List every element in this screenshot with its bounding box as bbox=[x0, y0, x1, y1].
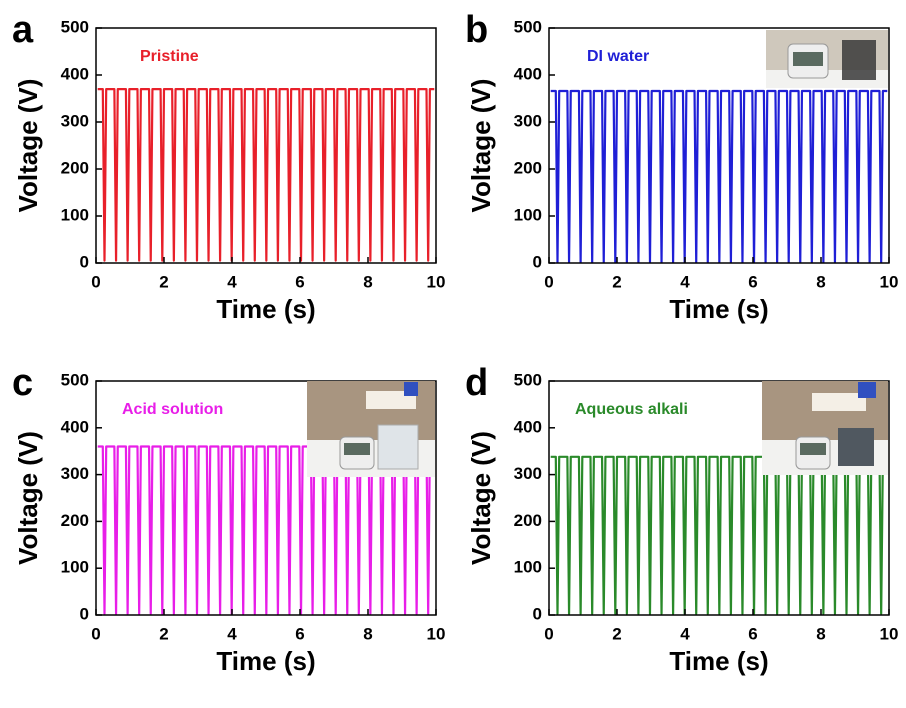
x-tick-label: 2 bbox=[159, 272, 168, 291]
y-tick-label: 0 bbox=[533, 604, 542, 623]
data-line bbox=[97, 445, 435, 615]
y-tick-label: 0 bbox=[533, 252, 542, 271]
x-tick-label: 4 bbox=[680, 624, 690, 643]
y-tick-label: 300 bbox=[61, 464, 89, 483]
x-tick-label: 0 bbox=[544, 624, 553, 643]
x-tick-label: 6 bbox=[295, 272, 304, 291]
x-tick-label: 6 bbox=[748, 624, 757, 643]
series-label: Pristine bbox=[140, 48, 199, 65]
series-label: Acid solution bbox=[122, 401, 223, 418]
x-tick-label: 4 bbox=[227, 624, 237, 643]
x-tick-label: 8 bbox=[816, 624, 825, 643]
series-label: Aqueous alkali bbox=[575, 401, 688, 418]
x-axis-label: Time (s) bbox=[669, 294, 768, 324]
y-tick-label: 500 bbox=[514, 370, 542, 389]
x-axis-label: Time (s) bbox=[669, 646, 768, 676]
axes-frame bbox=[548, 380, 890, 616]
x-tick-label: 10 bbox=[880, 624, 899, 643]
data-line bbox=[550, 455, 888, 615]
y-axis-label: Voltage (V) bbox=[466, 79, 496, 213]
y-tick-label: 400 bbox=[514, 417, 542, 436]
y-axis-label: Voltage (V) bbox=[466, 431, 496, 565]
y-tick-label: 200 bbox=[61, 158, 89, 177]
x-tick-label: 8 bbox=[363, 624, 372, 643]
inset-photo bbox=[762, 381, 888, 475]
data-line bbox=[97, 88, 435, 262]
panel-letter: d bbox=[465, 362, 488, 404]
x-tick-label: 0 bbox=[91, 272, 100, 291]
x-tick-label: 0 bbox=[91, 624, 100, 643]
axes-frame bbox=[95, 380, 437, 616]
axes-frame bbox=[95, 27, 437, 264]
panel-letter: b bbox=[465, 9, 488, 51]
y-tick-label: 500 bbox=[514, 17, 542, 36]
plot-area bbox=[97, 445, 435, 615]
panel-letter: c bbox=[12, 362, 33, 404]
plot-area bbox=[97, 88, 435, 262]
plot-area bbox=[550, 89, 888, 263]
x-tick-label: 4 bbox=[680, 272, 690, 291]
x-tick-label: 10 bbox=[427, 624, 446, 643]
y-tick-label: 400 bbox=[61, 64, 89, 83]
y-tick-label: 100 bbox=[514, 205, 542, 224]
data-line bbox=[550, 89, 888, 263]
y-tick-label: 200 bbox=[514, 158, 542, 177]
x-tick-label: 10 bbox=[427, 272, 446, 291]
x-axis-label: Time (s) bbox=[216, 294, 315, 324]
x-tick-label: 0 bbox=[544, 272, 553, 291]
panel-letter: a bbox=[12, 9, 34, 51]
x-tick-label: 8 bbox=[816, 272, 825, 291]
x-axis-label: Time (s) bbox=[216, 646, 315, 676]
y-tick-label: 400 bbox=[61, 417, 89, 436]
axes-frame bbox=[548, 27, 890, 264]
y-tick-label: 0 bbox=[80, 252, 89, 271]
y-tick-label: 200 bbox=[61, 511, 89, 530]
y-tick-label: 400 bbox=[514, 64, 542, 83]
y-tick-label: 300 bbox=[514, 464, 542, 483]
x-tick-label: 2 bbox=[612, 272, 621, 291]
y-axis-label: Voltage (V) bbox=[13, 431, 43, 565]
x-tick-label: 2 bbox=[159, 624, 168, 643]
y-tick-label: 100 bbox=[61, 205, 89, 224]
x-tick-label: 10 bbox=[880, 272, 899, 291]
y-tick-label: 500 bbox=[61, 370, 89, 389]
y-tick-label: 300 bbox=[514, 111, 542, 130]
x-tick-label: 6 bbox=[748, 272, 757, 291]
y-tick-label: 200 bbox=[514, 511, 542, 530]
series-label: DI water bbox=[587, 48, 649, 65]
x-tick-label: 4 bbox=[227, 272, 237, 291]
y-tick-label: 100 bbox=[61, 558, 89, 577]
x-tick-label: 2 bbox=[612, 624, 621, 643]
x-tick-label: 6 bbox=[295, 624, 304, 643]
y-tick-label: 100 bbox=[514, 558, 542, 577]
y-tick-label: 500 bbox=[61, 17, 89, 36]
x-tick-label: 8 bbox=[363, 272, 372, 291]
plot-area bbox=[550, 455, 888, 615]
y-axis-label: Voltage (V) bbox=[13, 79, 43, 213]
inset-photo bbox=[307, 381, 435, 477]
y-tick-label: 0 bbox=[80, 604, 89, 623]
y-tick-label: 300 bbox=[61, 111, 89, 130]
insets bbox=[307, 30, 888, 477]
inset-photo bbox=[766, 30, 888, 88]
